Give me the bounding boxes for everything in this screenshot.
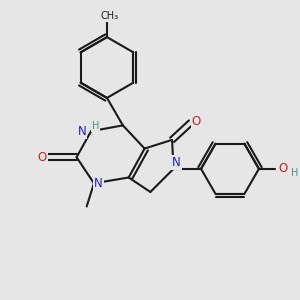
Text: N: N xyxy=(94,177,103,190)
Text: N: N xyxy=(77,125,86,138)
Text: H: H xyxy=(92,121,99,131)
Text: H: H xyxy=(291,168,298,178)
Text: N: N xyxy=(172,156,181,169)
Text: O: O xyxy=(191,115,201,128)
Text: O: O xyxy=(38,151,47,164)
Text: O: O xyxy=(278,162,287,175)
Text: CH₃: CH₃ xyxy=(100,11,118,21)
